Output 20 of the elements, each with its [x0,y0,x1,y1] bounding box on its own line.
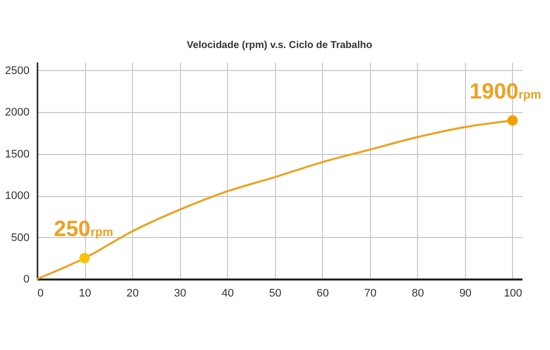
x-tick-label: 40 [222,288,234,300]
x-tick-label: 100 [504,288,522,300]
y-tick-label: 0 [23,274,30,286]
x-tick-label: 60 [316,288,329,300]
x-tick-label: 90 [459,288,472,300]
y-tick-label: 2000 [5,106,30,119]
y-tick-label: 500 [11,232,30,244]
x-tick-label: 20 [126,288,139,300]
y-tick-label: 1500 [5,148,30,160]
x-tick-label: 0 [38,288,44,300]
y-tick-label: 1000 [5,190,30,202]
annotation: 1900rpm [470,78,542,104]
x-tick-label: 10 [78,288,92,300]
annotation: 250rpm [54,216,114,242]
x-tick-label: 70 [364,288,376,300]
chart-title: Velocidade (rpm) v.s. Ciclo de Trabalho [186,40,372,51]
y-tick-label: 2500 [5,64,30,77]
x-tick-label: 30 [174,288,186,300]
x-tick-label: 80 [412,288,424,300]
x-tick-label: 50 [269,288,282,300]
